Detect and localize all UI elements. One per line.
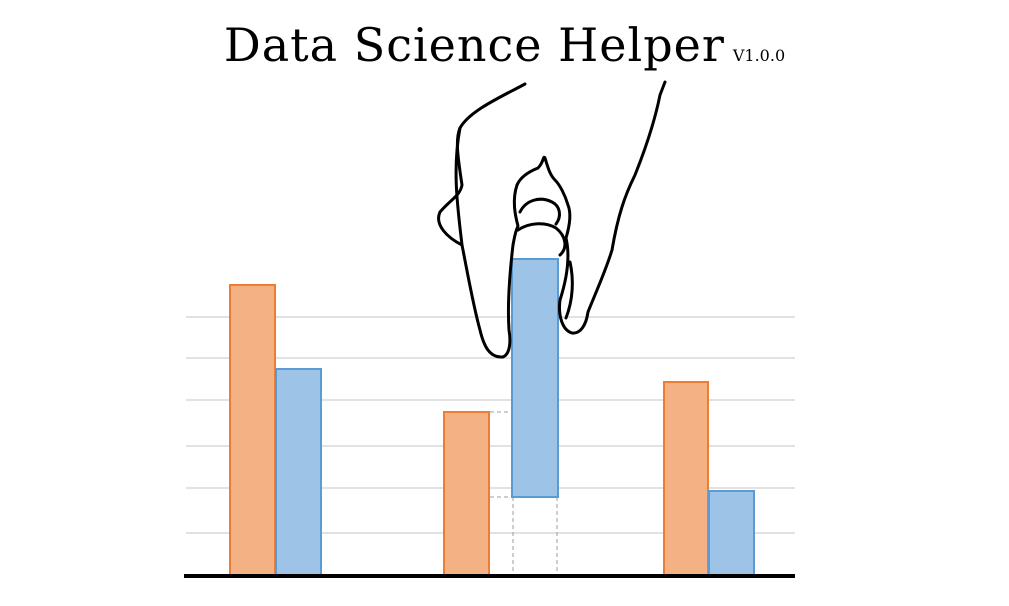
logo-bar-orange <box>663 381 709 576</box>
logo-bar-blue <box>708 490 755 576</box>
logo-bar-orange <box>229 284 276 576</box>
logo-bar-blue <box>275 368 322 576</box>
app-version: V1.0.0 <box>732 46 786 65</box>
logo-bar-orange <box>443 411 490 576</box>
logo-hand-outline <box>437 80 667 359</box>
title-bar: Data Science Helper V1.0.0 <box>0 18 1009 72</box>
app-title: Data Science Helper <box>223 18 725 72</box>
logo-bars <box>229 258 755 576</box>
logo-lift-guides <box>490 411 558 575</box>
logo-bar-blue-lifted <box>511 258 559 498</box>
